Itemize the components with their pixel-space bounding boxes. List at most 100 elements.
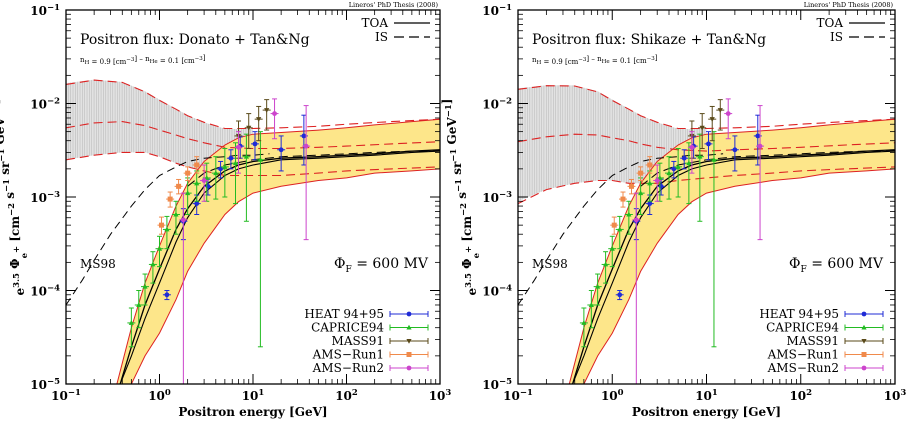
- legend-swatch-marker: [406, 365, 412, 371]
- series-heat-94-95: [162, 114, 308, 301]
- chart-panel-donato: 10−1 100 101 102 103 10−5 10−4 10−3 10−2 10−1 Posi…: [0, 1, 451, 419]
- data-point: [595, 283, 601, 289]
- y-tick-label: 10−3: [482, 190, 512, 205]
- legend-label-toa: TOA: [361, 16, 388, 30]
- data-point: [201, 178, 207, 183]
- legend-label-is: IS: [375, 30, 388, 44]
- data-point: [257, 156, 264, 162]
- series-ams-run1: [610, 156, 654, 235]
- data-point: [671, 166, 677, 172]
- chart-panel-shikaze: 10−1 100 101 102 103 10−5 10−4 10−3 10−2 10−1 Posi…: [440, 1, 906, 419]
- toa-uncertainty-band: [116, 119, 440, 384]
- data-point: [232, 160, 239, 166]
- legend-label-series: MASS91: [787, 334, 839, 348]
- is-band-middle-dashed: [66, 121, 440, 150]
- chart-subtitle: nH = 0.9 [cm−3] – nHe = 0.1 [cm−3]: [532, 54, 658, 66]
- credit-label: Lineros' PhD Thesis (2008): [804, 1, 894, 9]
- data-point: [609, 245, 615, 251]
- x-tick-label: 102: [335, 388, 358, 403]
- toa-band-lower-edge: [569, 168, 895, 384]
- plot-area: [66, 79, 440, 384]
- y-tick-label: 10−3: [30, 190, 60, 205]
- is-central-dashed-curve: [187, 150, 440, 187]
- data-point: [647, 201, 653, 206]
- data-point: [252, 141, 258, 147]
- toa-uncertainty-band: [569, 119, 895, 384]
- data-point: [264, 108, 270, 113]
- data-point: [301, 133, 307, 139]
- data-point: [581, 320, 587, 325]
- data-point: [602, 261, 609, 267]
- data-point: [675, 164, 681, 169]
- y-axis-title: e3.5 Φe+ [cm−2 s−1 sr−1 GeV−1]: [440, 99, 482, 296]
- data-point: [164, 226, 170, 232]
- data-point: [142, 283, 148, 289]
- data-point: [194, 162, 200, 168]
- y-tick-label: 10−2: [30, 97, 60, 112]
- legend-swatch-marker: [406, 339, 412, 344]
- y-axis-title: e3.5 Φe+ [cm−2 s−1 sr−1 GeV−1]: [0, 99, 30, 296]
- data-point: [164, 292, 170, 298]
- legend-swatch-marker: [406, 352, 412, 357]
- data-point: [156, 245, 163, 251]
- series-caprice94: [579, 131, 718, 348]
- data-point: [611, 222, 617, 228]
- data-point: [699, 125, 705, 131]
- y-tick-label: 10−5: [30, 377, 60, 392]
- data-point: [681, 155, 687, 161]
- toa-central-curve: [571, 149, 895, 384]
- legend-swatch-marker: [406, 311, 412, 317]
- data-point: [180, 217, 186, 223]
- toa-second-curve: [119, 150, 440, 384]
- data-point: [654, 178, 660, 183]
- legend-swatch-marker: [861, 352, 867, 357]
- legend-label-is: IS: [830, 30, 843, 44]
- data-point: [626, 211, 632, 217]
- data-point: [666, 170, 672, 176]
- data-point: [194, 201, 200, 206]
- x-tick-label: 101: [242, 388, 265, 403]
- is-band-middle-dashed: [518, 133, 895, 152]
- data-point: [617, 226, 623, 232]
- series-caprice94: [127, 131, 265, 348]
- legend-swatch-marker: [861, 311, 867, 317]
- legend-label-series: CAPRICE94: [766, 321, 839, 335]
- ms98-curve: [518, 153, 724, 306]
- data-point: [278, 147, 284, 153]
- legend-label-toa: TOA: [816, 16, 843, 30]
- data-point: [628, 183, 634, 189]
- modulation-label: ΦF = 600 MV: [334, 256, 429, 275]
- data-point: [256, 117, 262, 122]
- data-point: [588, 302, 594, 307]
- data-point: [243, 153, 250, 159]
- data-point: [638, 170, 644, 176]
- x-axis-title: Positron energy [GeV]: [178, 405, 327, 419]
- data-point: [185, 170, 191, 176]
- legend-label-series: AMS−Run2: [767, 361, 839, 375]
- data-point: [647, 162, 653, 168]
- data-point: [757, 143, 763, 149]
- data-point: [725, 111, 731, 116]
- y-tick-label: 10−1: [30, 3, 60, 18]
- series-ams-run1: [157, 156, 201, 235]
- data-point: [755, 133, 761, 139]
- legend-swatch-marker: [406, 324, 412, 330]
- data-point: [633, 217, 639, 223]
- data-point: [218, 166, 223, 172]
- legend-swatch-marker: [861, 365, 867, 371]
- toa-second-curve: [572, 150, 895, 384]
- x-axis-title: Positron energy [GeV]: [632, 405, 781, 419]
- data-point: [158, 222, 164, 228]
- legend-label-series: CAPRICE94: [311, 321, 384, 335]
- data-point: [128, 320, 134, 325]
- is-band-upper-dashed: [66, 79, 440, 130]
- plot-area: [518, 85, 895, 384]
- series-ams-run2: [179, 98, 311, 384]
- legend-swatch-marker: [861, 339, 867, 344]
- y-tick-label: 10−2: [482, 97, 512, 112]
- data-point: [167, 196, 173, 202]
- data-point: [228, 155, 234, 161]
- y-tick-label: 10−4: [30, 284, 60, 299]
- data-point: [697, 153, 703, 159]
- data-point: [303, 143, 309, 149]
